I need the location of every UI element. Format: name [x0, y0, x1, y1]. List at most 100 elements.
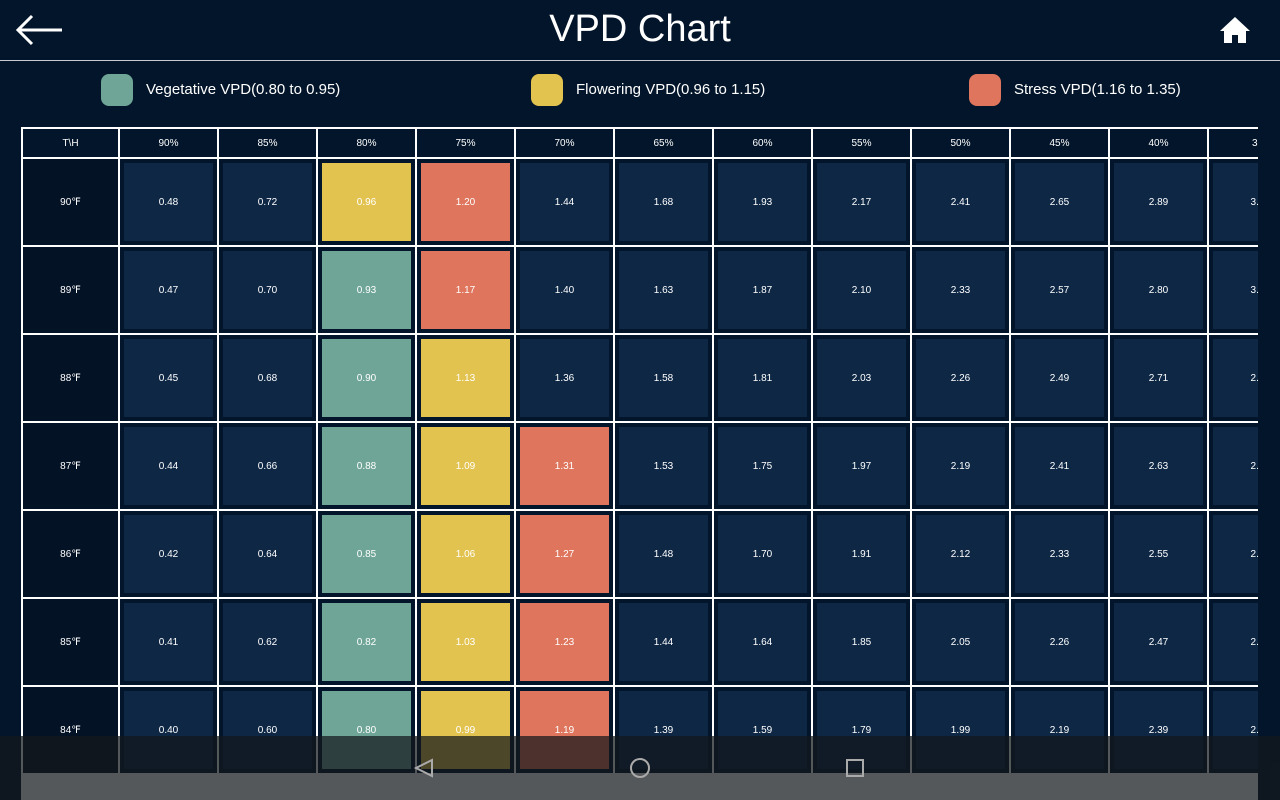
column-header: 65% — [615, 129, 712, 157]
vpd-value: 1.53 — [619, 427, 708, 505]
vpd-value: 0.64 — [223, 515, 312, 593]
vpd-value: 2.57 — [1015, 251, 1104, 329]
vpd-cell: 2.26 — [912, 335, 1009, 421]
vpd-value: 0.45 — [124, 339, 213, 417]
vpd-cell: 1.68 — [615, 159, 712, 245]
vpd-value: 1.68 — [619, 163, 708, 241]
vpd-value: 2.7 — [1213, 515, 1258, 593]
legend-swatch — [101, 74, 133, 106]
vpd-cell: 0.90 — [318, 335, 415, 421]
vpd-cell: 1.70 — [714, 511, 811, 597]
vpd-value: 0.70 — [223, 251, 312, 329]
vpd-value: 0.48 — [124, 163, 213, 241]
vpd-cell: 2.05 — [912, 599, 1009, 685]
vpd-cell: 0.41 — [120, 599, 217, 685]
vpd-cell: 1.36 — [516, 335, 613, 421]
vpd-cell: 0.64 — [219, 511, 316, 597]
vpd-value: 2.89 — [1114, 163, 1203, 241]
vpd-value: 0.90 — [322, 339, 411, 417]
vpd-cell: 1.40 — [516, 247, 613, 333]
column-header: T\H — [23, 129, 118, 157]
column-header: 90% — [120, 129, 217, 157]
vpd-cell: 3.1 — [1209, 159, 1258, 245]
vpd-cell: 2.57 — [1011, 247, 1108, 333]
vpd-value: 0.96 — [322, 163, 411, 241]
vpd-cell: 1.17 — [417, 247, 514, 333]
vpd-value: 0.82 — [322, 603, 411, 681]
vpd-cell: 0.47 — [120, 247, 217, 333]
vpd-value: 2.63 — [1114, 427, 1203, 505]
vpd-cell: 0.68 — [219, 335, 316, 421]
vpd-value: 1.36 — [520, 339, 609, 417]
vpd-cell: 2.9 — [1209, 335, 1258, 421]
vpd-value: 1.31 — [520, 427, 609, 505]
vpd-value: 3.1 — [1213, 163, 1258, 241]
nav-recent[interactable] — [846, 759, 864, 777]
vpd-value: 2.17 — [817, 163, 906, 241]
vpd-value: 1.13 — [421, 339, 510, 417]
row-header: 86℉ — [23, 511, 118, 597]
back-button[interactable] — [14, 14, 64, 46]
home-button[interactable] — [1219, 15, 1251, 45]
vpd-cell: 1.63 — [615, 247, 712, 333]
vpd-value: 1.58 — [619, 339, 708, 417]
column-header: 40% — [1110, 129, 1207, 157]
column-header: 70% — [516, 129, 613, 157]
vpd-cell: 1.06 — [417, 511, 514, 597]
vpd-value: 1.91 — [817, 515, 906, 593]
vpd-cell: 1.23 — [516, 599, 613, 685]
vpd-cell: 0.45 — [120, 335, 217, 421]
vpd-cell: 1.13 — [417, 335, 514, 421]
vpd-cell: 1.87 — [714, 247, 811, 333]
vpd-value: 2.6 — [1213, 603, 1258, 681]
legend-label: Flowering VPD(0.96 to 1.15) — [576, 81, 766, 98]
row-header: 88℉ — [23, 335, 118, 421]
column-header: 60% — [714, 129, 811, 157]
vpd-cell: 1.81 — [714, 335, 811, 421]
vpd-value: 1.64 — [718, 603, 807, 681]
vpd-cell: 0.48 — [120, 159, 217, 245]
vpd-value: 0.66 — [223, 427, 312, 505]
vpd-cell: 0.93 — [318, 247, 415, 333]
row-header: 90℉ — [23, 159, 118, 245]
row-header: 85℉ — [23, 599, 118, 685]
vpd-cell: 0.85 — [318, 511, 415, 597]
vpd-cell: 1.48 — [615, 511, 712, 597]
vpd-value: 2.55 — [1114, 515, 1203, 593]
vpd-value: 1.70 — [718, 515, 807, 593]
nav-home[interactable] — [630, 758, 650, 778]
vpd-value: 2.19 — [916, 427, 1005, 505]
vpd-cell: 1.85 — [813, 599, 910, 685]
vpd-value: 2.26 — [916, 339, 1005, 417]
column-header: 35 — [1209, 129, 1258, 157]
vpd-cell: 0.96 — [318, 159, 415, 245]
legend-swatch — [969, 74, 1001, 106]
vpd-cell: 1.44 — [516, 159, 613, 245]
vpd-value: 0.62 — [223, 603, 312, 681]
vpd-value: 2.12 — [916, 515, 1005, 593]
vpd-value: 0.72 — [223, 163, 312, 241]
vpd-value: 0.88 — [322, 427, 411, 505]
legend-label: Stress VPD(1.16 to 1.35) — [1014, 81, 1181, 98]
vpd-value: 2.26 — [1015, 603, 1104, 681]
nav-back[interactable] — [413, 758, 433, 778]
vpd-cell: 2.89 — [1110, 159, 1207, 245]
vpd-table: T\H90%85%80%75%70%65%60%55%50%45%40%35 90… — [21, 127, 1258, 800]
vpd-cell: 2.33 — [1011, 511, 1108, 597]
vpd-cell: 0.42 — [120, 511, 217, 597]
vpd-cell: 2.80 — [1110, 247, 1207, 333]
vpd-cell: 1.03 — [417, 599, 514, 685]
vpd-value: 2.41 — [1015, 427, 1104, 505]
vpd-value: 2.71 — [1114, 339, 1203, 417]
vpd-cell: 2.33 — [912, 247, 1009, 333]
vpd-cell: 1.31 — [516, 423, 613, 509]
vpd-cell: 2.65 — [1011, 159, 1108, 245]
vpd-cell: 2.71 — [1110, 335, 1207, 421]
vpd-cell: 1.27 — [516, 511, 613, 597]
column-header: 45% — [1011, 129, 1108, 157]
vpd-value: 2.9 — [1213, 339, 1258, 417]
vpd-value: 1.27 — [520, 515, 609, 593]
vpd-cell: 2.26 — [1011, 599, 1108, 685]
vpd-value: 1.44 — [520, 163, 609, 241]
